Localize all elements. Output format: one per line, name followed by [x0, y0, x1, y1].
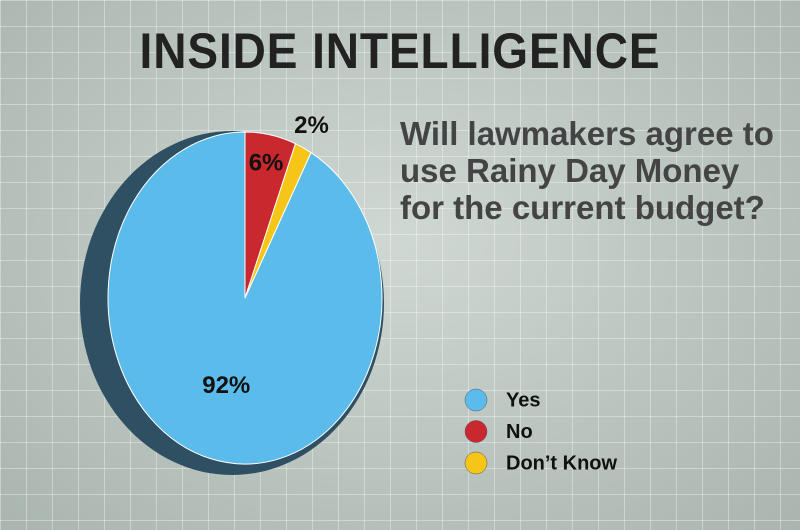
value-label: 6%: [249, 150, 284, 177]
chart-subtitle: Will lawmakers agree to use Rainy Day Mo…: [400, 115, 774, 226]
value-label: 2%: [294, 112, 329, 139]
pie-slice: [244, 142, 312, 299]
legend-marker: [464, 388, 488, 412]
legend-marker: [464, 451, 488, 475]
legend-label: Don’t Know: [506, 452, 618, 474]
legend-marker: [464, 420, 488, 443]
legend-label: No: [506, 421, 533, 443]
value-label: 92%: [202, 372, 250, 399]
legend-label: Yes: [506, 389, 540, 411]
chart-title: INSIDE INTELLIGENCE: [139, 23, 661, 79]
